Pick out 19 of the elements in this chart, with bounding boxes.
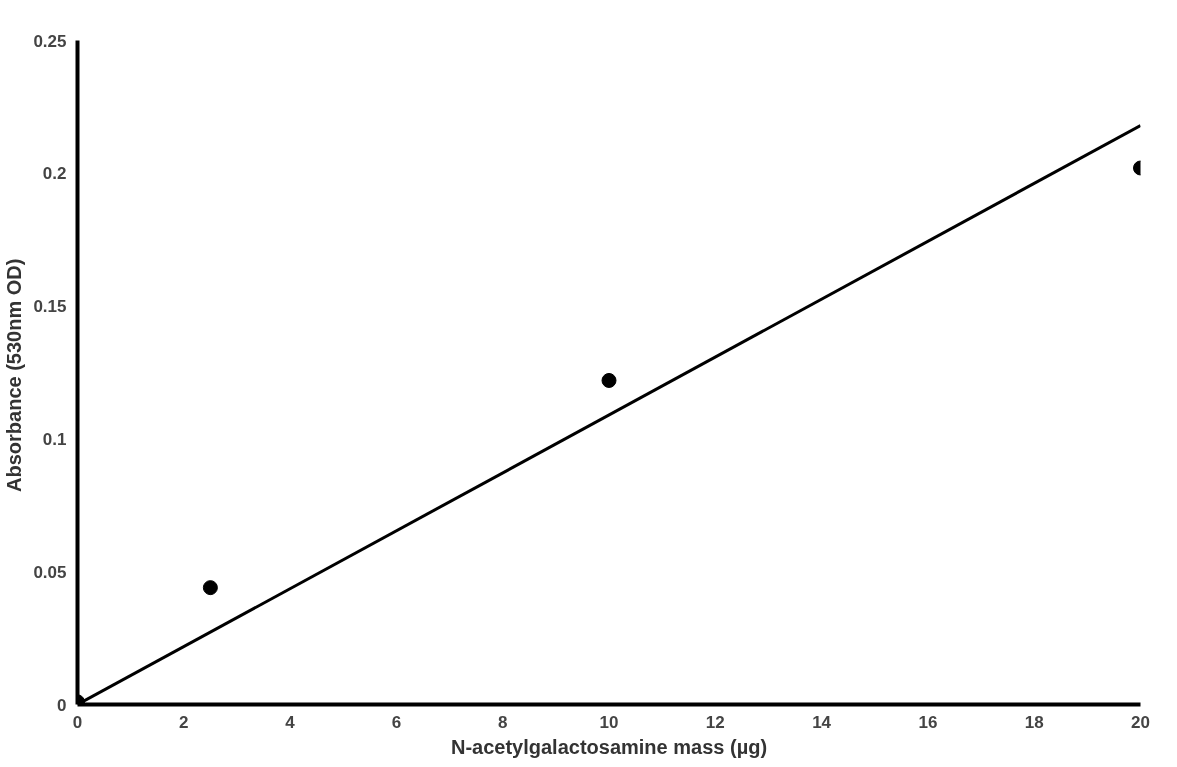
- x-tick-label: 12: [705, 712, 725, 732]
- x-tick-label: 2: [179, 712, 189, 732]
- y-tick-label: 0.15: [33, 297, 67, 317]
- x-tick-label: 10: [599, 712, 619, 732]
- y-tick-label: 0.1: [42, 429, 67, 449]
- x-tick-label: 6: [391, 712, 402, 732]
- y-tick-label: 0.05: [33, 562, 67, 582]
- y-tick-label: 0.25: [33, 31, 67, 51]
- x-tick-label: 8: [497, 712, 508, 732]
- x-tick-label: 4: [285, 712, 296, 732]
- x-axis-title: N-acetylgalactosamine mass (µg): [450, 735, 768, 758]
- x-tick-label: 16: [918, 712, 938, 732]
- x-tick-label: 20: [1131, 712, 1150, 732]
- y-tick-label: 0: [57, 695, 67, 715]
- x-tick-label: 0: [72, 712, 83, 732]
- x-tick-label: 18: [1024, 712, 1044, 732]
- x-tick-label: 14: [812, 712, 832, 732]
- y-tick-label: 0.2: [42, 164, 67, 184]
- y-axis-title: Absorbance (530nm OD): [3, 258, 26, 492]
